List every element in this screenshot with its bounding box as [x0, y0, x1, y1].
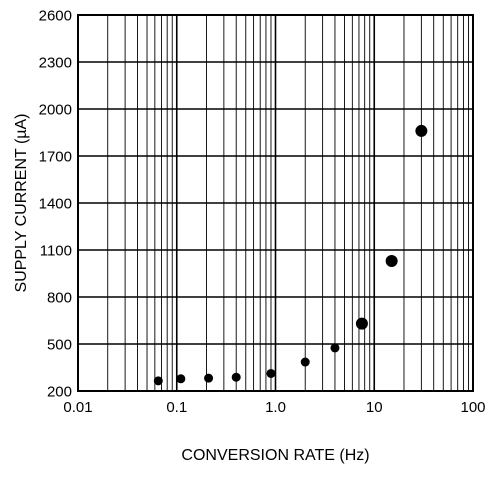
x-tick-label: 10: [366, 399, 383, 416]
data-point: [385, 254, 398, 267]
y-tick-label: 200: [47, 384, 72, 401]
y-tick-label: 2600: [39, 8, 72, 25]
data-point: [176, 374, 186, 384]
x-tick-label: 0.01: [63, 399, 92, 416]
y-tick-label: 1400: [39, 196, 72, 213]
y-tick-label: 800: [47, 290, 72, 307]
y-tick-label: 500: [47, 337, 72, 354]
data-points: [153, 124, 428, 386]
x-tick-label: 100: [460, 399, 485, 416]
x-tick-label: 1.0: [265, 399, 286, 416]
plot-frame: [77, 14, 474, 392]
y-axis-label: SUPPLY CURRENT (µA): [13, 113, 30, 292]
y-tick-label: 2000: [39, 102, 72, 119]
x-axis-label: CONVERSION RATE (Hz): [181, 447, 369, 464]
data-point: [415, 124, 428, 137]
data-point: [153, 376, 163, 386]
y-tick-label: 1100: [40, 243, 72, 260]
x-tick-labels: 0.01 0.1 1.0 10 100: [63, 399, 485, 416]
data-point: [204, 373, 214, 383]
data-point: [355, 317, 368, 330]
x-tick-label: 0.1: [166, 399, 187, 416]
y-tick-labels: 200 500 800 1100 1400 1700 2000 2300 2600: [39, 8, 72, 401]
data-point: [266, 368, 276, 378]
data-point: [231, 372, 241, 382]
grid: [77, 14, 473, 392]
y-tick-label: 2300: [39, 55, 72, 72]
y-tick-label: 1700: [39, 149, 72, 166]
data-point: [330, 343, 340, 353]
data-point: [300, 357, 310, 367]
